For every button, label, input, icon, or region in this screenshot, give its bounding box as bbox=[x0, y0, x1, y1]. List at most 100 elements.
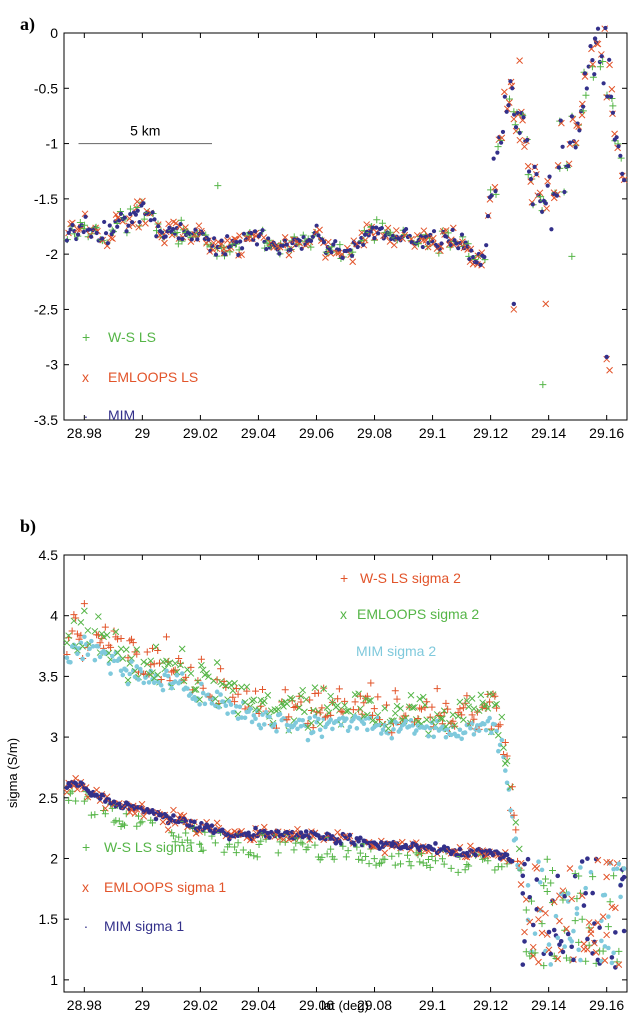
ws-tail-point bbox=[522, 906, 530, 914]
mim-sigma1-point bbox=[106, 797, 112, 802]
mim-point bbox=[288, 247, 293, 252]
ws-sigma2-point bbox=[491, 692, 499, 700]
y-tick-label: 3 bbox=[50, 729, 58, 745]
ws-sigma1-point bbox=[388, 852, 396, 860]
mim-sigma1-point bbox=[473, 852, 478, 858]
mim-sigma2-tail-point bbox=[576, 947, 581, 953]
em-outlier bbox=[516, 57, 523, 64]
em-point bbox=[524, 162, 532, 170]
x-tick-label: 29.12 bbox=[473, 997, 508, 1013]
mim-point bbox=[569, 114, 575, 119]
mim-sigma2-point bbox=[73, 645, 78, 650]
mim-sigma2-point bbox=[354, 726, 360, 731]
mim-point bbox=[456, 246, 461, 251]
em-sigma2-point bbox=[192, 686, 200, 693]
em-point bbox=[516, 136, 524, 144]
mim-sigma2-point bbox=[515, 862, 520, 868]
ws-sigma2-point bbox=[213, 676, 221, 684]
scale-bar-label: 5 km bbox=[130, 123, 160, 139]
mim-point bbox=[66, 230, 71, 235]
ws-sigma1-point bbox=[115, 817, 123, 825]
mim-point bbox=[590, 58, 595, 63]
em-point bbox=[498, 134, 506, 142]
em-sigma2-point bbox=[503, 757, 511, 765]
mim-sigma1-point bbox=[379, 840, 384, 845]
em-sigma1-point bbox=[334, 829, 341, 836]
ws-sigma1-point bbox=[377, 859, 385, 867]
mim-sigma1-tail-point bbox=[595, 957, 601, 963]
mim-point bbox=[348, 247, 353, 253]
mim-point bbox=[471, 255, 476, 260]
ws-sigma2-point bbox=[442, 699, 450, 707]
ws-sigma1-point bbox=[299, 840, 307, 848]
mim-sigma2-point bbox=[431, 734, 437, 740]
ws-sigma1-point bbox=[440, 860, 448, 868]
legend-a-ws-marker: + bbox=[82, 329, 90, 345]
y-tick-label: 2 bbox=[50, 850, 58, 866]
mim-sigma2-point bbox=[482, 721, 487, 727]
mim-sigma2-point bbox=[92, 657, 98, 663]
mim-sigma2-point bbox=[284, 722, 290, 728]
mim-sigma1-point bbox=[265, 830, 271, 836]
em-point bbox=[195, 222, 203, 230]
mim-point bbox=[355, 244, 360, 250]
ws-point bbox=[373, 216, 381, 224]
mim-sigma2-point bbox=[373, 723, 379, 728]
em-sigma2-point bbox=[343, 707, 350, 715]
mim-sigma2-point bbox=[413, 728, 419, 733]
em-point bbox=[260, 234, 268, 241]
ws-tail-point bbox=[538, 920, 546, 928]
em-sigma2-point bbox=[460, 716, 467, 724]
mim-sigma2-point bbox=[394, 721, 400, 726]
mim-sigma2-point bbox=[85, 652, 91, 657]
mim-sigma2-point bbox=[83, 642, 89, 647]
em-sigma1-point bbox=[213, 819, 221, 827]
mim-point bbox=[336, 247, 342, 252]
mim-sigma1-tail-point bbox=[530, 922, 536, 928]
mim-sigma2-point bbox=[468, 725, 473, 731]
mim-sigma2-point bbox=[305, 737, 311, 743]
mim-sigma2-point bbox=[125, 681, 131, 687]
mim-sigma2-point bbox=[90, 644, 96, 649]
mim-point bbox=[608, 94, 614, 99]
mim-sigma1-point bbox=[457, 846, 463, 852]
mim-point bbox=[329, 250, 334, 255]
mim-sigma2-point bbox=[489, 730, 494, 736]
mim-sigma2-point bbox=[200, 690, 206, 696]
x-tick-label: 29.16 bbox=[589, 425, 624, 441]
em-sigma2-point bbox=[178, 645, 186, 653]
ws-sigma2-point bbox=[231, 698, 239, 706]
ws-point bbox=[505, 95, 513, 103]
ws-point bbox=[174, 240, 182, 248]
y-tick-label: 4 bbox=[50, 608, 58, 624]
mim-point bbox=[266, 236, 271, 241]
mim-point bbox=[152, 217, 157, 222]
mim-sigma2-point bbox=[513, 836, 519, 841]
ws-sigma2-point bbox=[281, 686, 289, 694]
mim-sigma2-point bbox=[239, 715, 244, 720]
em-sigma2-point bbox=[131, 667, 139, 675]
mim-point bbox=[582, 71, 588, 76]
mim-point bbox=[502, 94, 507, 99]
ws-sigma1-point bbox=[246, 849, 254, 857]
panel-a: a) 28.98 29 29.02 29.04 29.06 29.08 29.1 29.12 2… bbox=[20, 14, 628, 441]
panel-b-label: b) bbox=[20, 516, 36, 537]
mim-sigma2-tail-point bbox=[562, 944, 568, 949]
em-tail-point bbox=[563, 925, 570, 933]
mim-point bbox=[366, 233, 371, 238]
mim-point bbox=[556, 165, 561, 170]
ws-sigma1-point bbox=[178, 838, 186, 846]
ws-sigma2-point bbox=[508, 783, 516, 791]
ws-tail-point bbox=[540, 962, 548, 970]
em-sigma2-point bbox=[311, 684, 319, 691]
em-sigma2-point bbox=[470, 705, 478, 713]
mim-point bbox=[102, 219, 107, 225]
mim-sigma2-point bbox=[237, 704, 243, 710]
ws-sigma2-point bbox=[444, 705, 452, 713]
em-sigma2-point bbox=[264, 691, 272, 699]
mim-point bbox=[454, 241, 459, 246]
mim-sigma2-point bbox=[365, 727, 370, 733]
em-sigma2-point bbox=[465, 703, 472, 711]
mim-sigma1-point bbox=[153, 816, 159, 822]
mim-sigma1-point bbox=[164, 813, 169, 819]
